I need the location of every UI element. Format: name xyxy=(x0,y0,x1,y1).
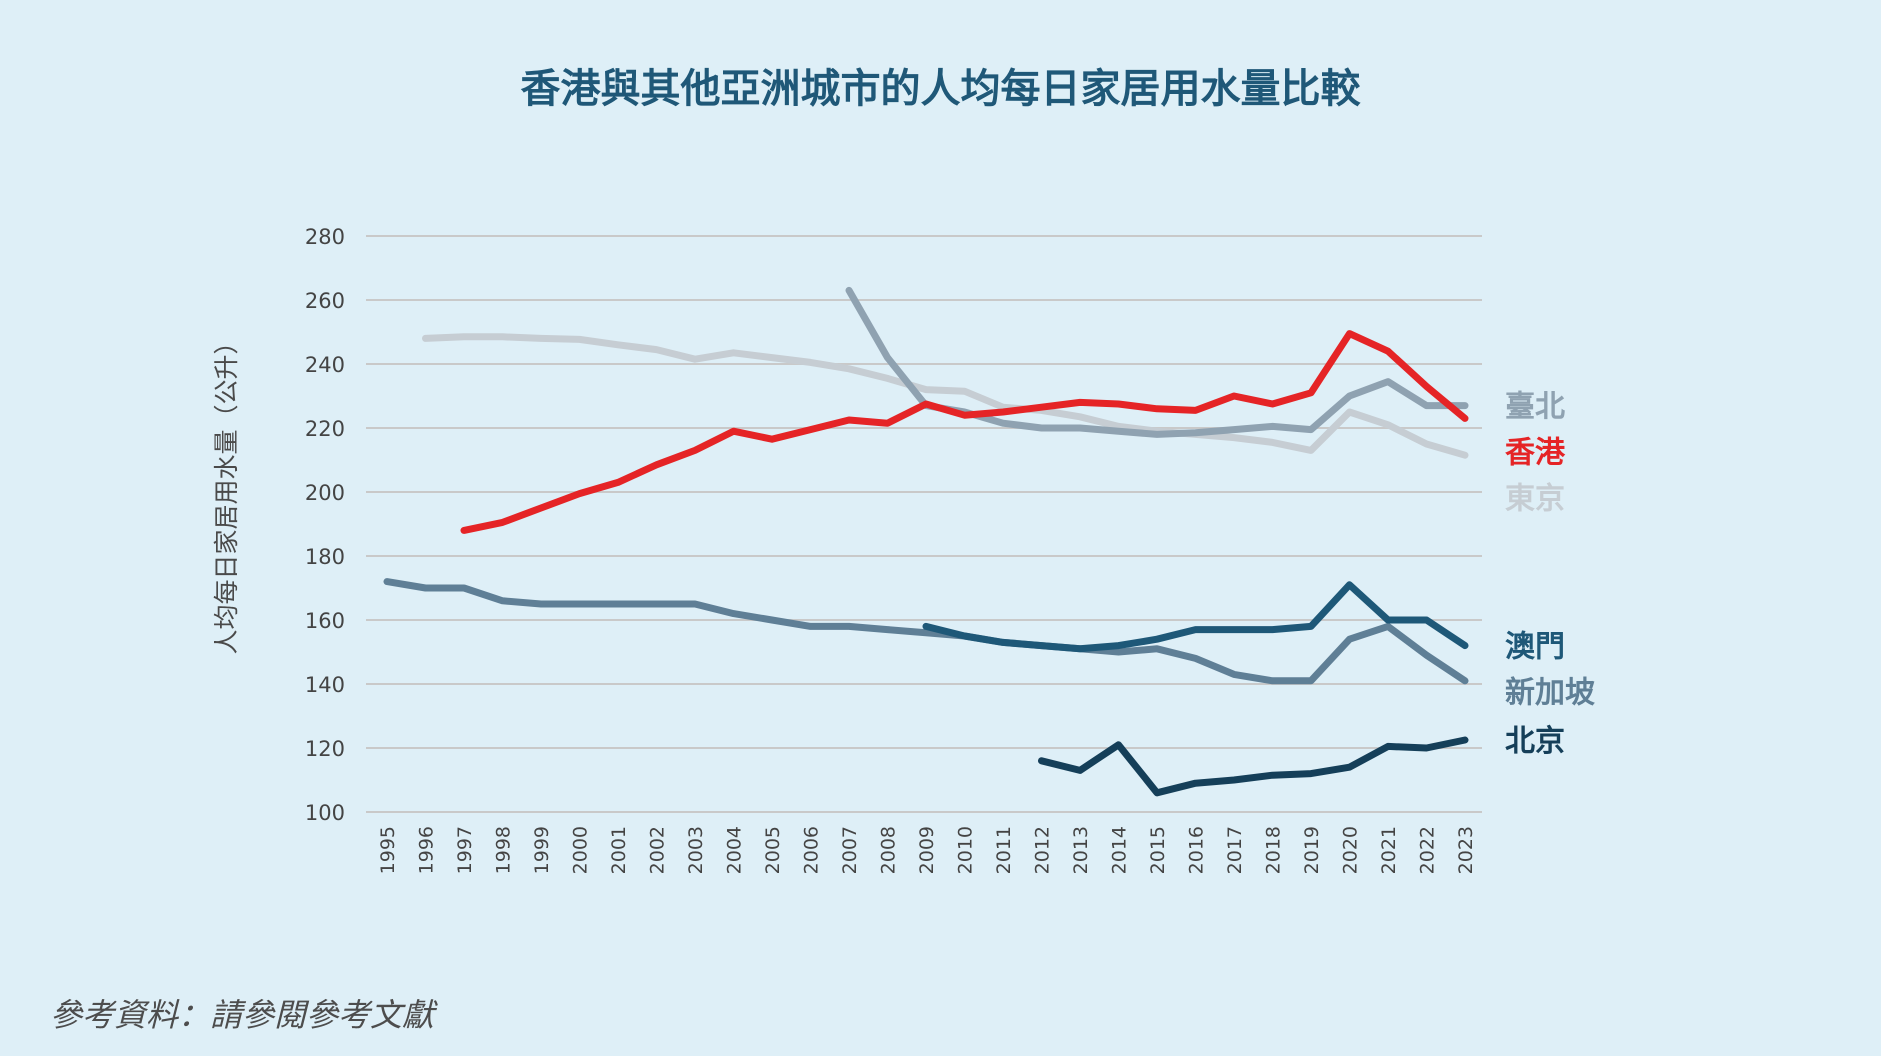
y-tick-label: 100 xyxy=(305,801,345,825)
source-note: 參考資料：請參閱參考文獻 xyxy=(50,996,435,1034)
series-line xyxy=(383,578,1469,685)
x-tick-label: 2001 xyxy=(608,826,630,874)
x-tick-label: 2018 xyxy=(1263,826,1285,874)
series-line xyxy=(845,286,1469,438)
x-tick-label: 1998 xyxy=(493,826,515,874)
x-tick-label: 2003 xyxy=(685,826,707,874)
x-tick-label: 2021 xyxy=(1378,826,1400,874)
x-tick-label: 1999 xyxy=(531,826,553,874)
y-tick-label: 220 xyxy=(305,417,345,441)
series-label: 新加坡 xyxy=(1505,676,1595,711)
x-tick-label: 2010 xyxy=(955,826,977,874)
x-tick-label: 2004 xyxy=(724,826,746,874)
x-tick-label: 2008 xyxy=(878,826,900,874)
x-tick-label: 2011 xyxy=(993,826,1015,874)
x-tick-label: 1995 xyxy=(377,826,399,874)
series-line xyxy=(460,330,1469,534)
x-tick-label: 2000 xyxy=(570,826,592,874)
x-tick-label: 2023 xyxy=(1455,826,1477,874)
series-label: 北京 xyxy=(1505,724,1565,759)
x-tick-label: 2020 xyxy=(1340,826,1362,874)
chart-title: 香港與其他亞洲城市的人均每日家居用水量比較 xyxy=(520,66,1361,112)
y-tick-label: 120 xyxy=(305,737,345,761)
y-tick-label: 200 xyxy=(305,481,345,505)
y-tick-label: 280 xyxy=(305,225,345,249)
series-line xyxy=(1038,736,1469,797)
x-tick-label: 2013 xyxy=(1070,826,1092,874)
series-label: 臺北 xyxy=(1505,390,1565,425)
x-tick-label: 1996 xyxy=(416,826,438,874)
x-tick-label: 2009 xyxy=(916,826,938,874)
x-tick-label: 2016 xyxy=(1186,826,1208,874)
x-tick-label: 2019 xyxy=(1301,826,1323,874)
x-tick-label: 2015 xyxy=(1147,826,1169,874)
y-tick-label: 160 xyxy=(305,609,345,633)
y-axis-label: 人均每日家居用水量（公升） xyxy=(212,329,241,654)
series-label: 澳門 xyxy=(1505,630,1565,665)
series-label: 東京 xyxy=(1505,482,1565,517)
gridlines xyxy=(366,235,1482,813)
x-tick-label: 2014 xyxy=(1109,826,1131,874)
series-lines xyxy=(383,286,1469,797)
x-tick-label: 1997 xyxy=(454,826,476,874)
series-label: 香港 xyxy=(1505,436,1566,471)
x-tick-label: 2017 xyxy=(1224,826,1246,874)
series-line xyxy=(422,333,1469,459)
x-tick-label: 2002 xyxy=(647,826,669,874)
x-tick-label: 2007 xyxy=(839,826,861,874)
series-line xyxy=(922,581,1469,653)
y-tick-label: 140 xyxy=(305,673,345,697)
x-tick-label: 2022 xyxy=(1417,826,1439,874)
y-tick-label: 240 xyxy=(305,353,345,377)
y-tick-label: 260 xyxy=(305,289,345,313)
y-axis-ticks: 100 120 140 160 180 200 220 240 260 280 xyxy=(305,225,345,825)
x-tick-label: 2006 xyxy=(801,826,823,874)
y-tick-label: 180 xyxy=(305,545,345,569)
x-tick-label: 2005 xyxy=(762,826,784,874)
x-axis-ticks: 1995 1996 1997 1998 1999 2000 2001 2002 2003 2004… xyxy=(377,826,1477,874)
x-tick-label: 2012 xyxy=(1032,826,1054,874)
